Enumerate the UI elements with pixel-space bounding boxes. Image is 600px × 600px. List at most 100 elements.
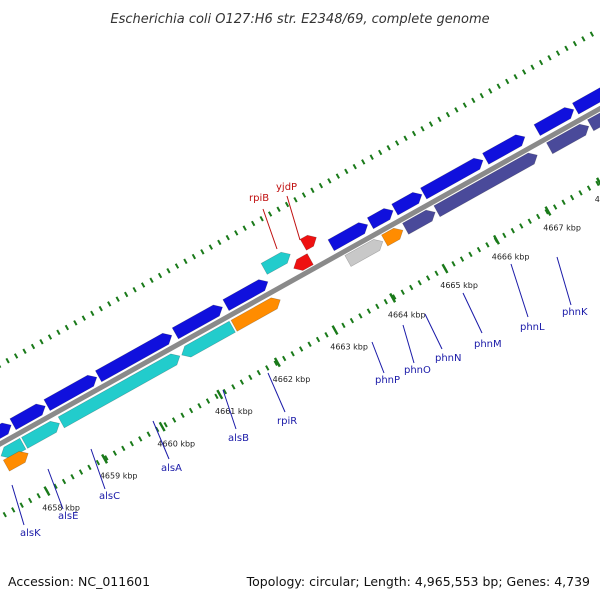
outer-tick-track [251,220,256,227]
outer-tick-track [259,215,264,222]
gene-arrow [0,422,12,439]
map-tracks [0,31,600,518]
inner-tick-track [315,336,321,343]
outer-tick-track [234,230,239,236]
inner-tick-track [595,180,600,187]
kbp-label: 4658 kbp [42,504,80,513]
inner-tick-track [536,213,541,220]
outer-tick-track [5,357,10,364]
kbp-label: 4662 kbp [273,375,311,384]
accession-text: Accession: NC_011601 [8,574,150,589]
inner-tick-track [214,393,219,400]
gene-label-leader [47,468,64,510]
gene-label-rpiB: rpiB [249,193,269,204]
outer-tick-track [22,348,27,354]
inner-tick-track [519,223,524,229]
gene-arrow [546,123,590,155]
gene-arrow [533,107,575,137]
outer-tick-track [115,296,120,302]
outer-tick-track [73,320,78,326]
outer-tick-track [420,126,425,132]
inner-tick-track [256,369,261,376]
outer-tick-track [361,159,366,165]
gene-label-leader [402,324,415,364]
gene-label-leader [222,389,237,430]
gene-label-leader [462,292,483,334]
inner-tick-track [586,185,592,191]
inner-tick-track [569,194,575,201]
gene-arrow [230,297,281,332]
kbp-major-tick [43,486,51,497]
gene-label-alsA: alsA [161,463,182,474]
gene-arrow [381,227,404,247]
outer-tick-track [572,40,578,47]
outer-tick-track [149,277,154,283]
outer-tick-track [471,97,476,104]
kbp-scale: 4658 kbp 4659 kbp 4660 kbp 4661 kbp 4662 kbp… [42,177,600,513]
gene-label-leader [556,256,572,306]
gene-arrow [420,157,484,200]
inner-tick-track [375,303,380,310]
inner-tick-track [324,332,329,338]
kbp-label: 4659 kbp [100,471,138,480]
gene-features [0,87,600,472]
outer-tick-track [56,329,61,336]
gene-arrow [587,112,600,132]
inner-tick-track [36,492,41,499]
kbp-major-tick [158,421,166,432]
inner-tick-track [222,388,228,395]
kbp-label: 4660 kbp [157,439,195,448]
gene-arrow [260,251,291,275]
kbp-label: 4665 kbp [440,281,478,290]
inner-tick-track [121,445,126,452]
outer-tick-track [352,163,357,170]
outer-tick-track [217,239,222,246]
inner-tick-track [358,313,363,319]
outer-tick-track [98,305,103,312]
inner-tick-track [298,346,304,352]
inner-tick-track [28,497,33,504]
inner-tick-track [282,355,287,362]
gene-arrow [327,222,369,252]
outer-tick-track [479,92,484,99]
gene-arrow [171,304,223,340]
inner-tick-track [129,440,134,447]
map-title: Escherichia coli O127:H6 str. E2348/69, … [110,12,489,27]
outer-tick-track [462,102,467,108]
gene-label-leader [267,372,286,413]
kbp-label: 4663 kbp [330,343,368,352]
gene-arrow [299,234,317,251]
outer-tick-track [225,234,230,241]
outer-tick-track [183,258,188,265]
kbp-label: 4668 kbp [595,195,600,204]
inner-tick-track [510,227,515,234]
outer-tick-track [521,69,527,75]
genome-summary-text: Topology: circular; Length: 4,965,553 bp… [246,574,590,589]
inner-tick-track [53,483,58,490]
outer-tick-track [191,253,197,260]
outer-tick-track [581,36,586,42]
gene-label-phnK: phnK [562,307,588,318]
outer-tick-track [301,192,307,198]
outer-tick-track [174,263,180,269]
gene-label-alsE: alsE [58,511,78,522]
outer-tick-track [513,73,518,80]
outer-tick-track [344,168,349,175]
outer-tick-track [564,45,569,52]
inner-tick-track [552,204,558,210]
outer-tick-track [403,135,408,142]
outer-tick-track [208,244,213,250]
outer-tick-track [284,201,290,208]
outer-tick-track [589,31,594,37]
outer-tick-track [200,249,205,255]
gene-arrow [433,152,538,218]
inner-tick-track [476,246,482,253]
outer-tick-track [335,173,340,179]
inner-tick-track [231,384,236,390]
outer-tick-track [437,116,442,123]
outer-tick-track [505,78,510,85]
inner-tick-track [11,507,16,513]
inner-tick-track [383,298,388,305]
inner-tick-track [138,436,143,442]
gene-label-leader [11,484,25,526]
